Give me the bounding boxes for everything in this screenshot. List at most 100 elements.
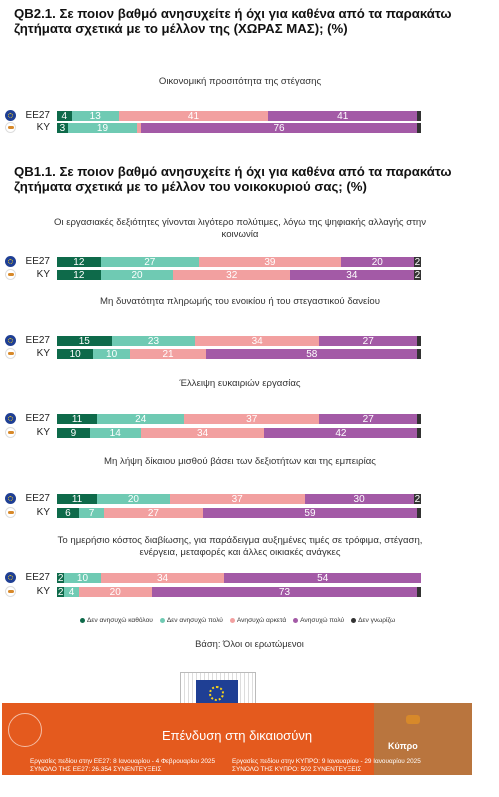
bar-segment: 2	[57, 587, 65, 597]
bar-segment	[417, 349, 421, 359]
bar-segment: 34	[195, 336, 320, 346]
bar-segment: 14	[89, 428, 141, 438]
row-code: EE27	[25, 413, 50, 424]
bar-segment: 37	[184, 414, 320, 424]
footer-note-eu-line1: Εργασίες πεδίου στην ΕΕ27: 8 Ιανουαρίου …	[30, 758, 216, 765]
row-code: KY	[36, 507, 50, 518]
bar-segment: 20	[340, 257, 414, 267]
bar-segment	[417, 123, 421, 133]
footer-note-cy-line1: Εργασίες πεδίου στην ΚΥΠΡΟ: 9 Ιανουαρίου…	[232, 758, 421, 765]
bar-segment: 13	[71, 111, 119, 121]
legend-item: Δεν ανησυχώ πολύ	[159, 617, 223, 624]
bar-segment: 27	[319, 336, 418, 346]
cyprus-flag-icon	[5, 269, 16, 280]
cyprus-map-icon	[406, 715, 420, 724]
bar-segment	[417, 587, 421, 597]
bar-segment: 4	[57, 111, 72, 121]
bar-segment: 32	[173, 270, 290, 280]
bar-segment: 30	[304, 494, 414, 504]
stacked-bar: 9 14 34 42	[57, 428, 421, 438]
eu-flag-icon	[5, 493, 16, 504]
eu-stars-icon	[209, 686, 224, 701]
bar-segment: 24	[97, 414, 185, 424]
row-code: KY	[36, 269, 50, 280]
bar-segment: 20	[78, 587, 152, 597]
bar-segment: 76	[140, 123, 418, 133]
bar-segment: 10	[93, 349, 130, 359]
legend-label: Δεν ανησυχώ καθόλου	[87, 617, 153, 624]
item-label: Μη λήψη δίκαιου μισθού βάσει των δεξιοτή…	[104, 456, 376, 467]
bar-segment	[417, 428, 421, 438]
justice-scale-icon	[8, 713, 42, 747]
footer-note-eu-line2: ΣΥΝΟΛΟ ΤΗΣ ΕΕ27: 26.354 ΣΥΝΕΝΤΕΥΞΕΙΣ	[30, 766, 162, 773]
legend-label: Δεν ανησυχώ πολύ	[166, 617, 223, 624]
cyprus-flag-icon	[5, 586, 16, 597]
bar-segment: 27	[319, 414, 418, 424]
row-code: KY	[36, 586, 50, 597]
row-code: EE27	[25, 110, 50, 121]
item-label: Οι εργασιακές δεξιότητες γίνονται λιγότε…	[53, 217, 427, 240]
bar-segment	[417, 336, 421, 346]
legend-swatch	[293, 617, 299, 623]
bar-segment: 73	[151, 587, 418, 597]
bar-segment: 19	[67, 123, 138, 133]
bar-segment: 3	[57, 123, 68, 133]
stacked-bar: 4 13 41 41	[57, 111, 421, 121]
bar-segment: 2	[413, 494, 421, 504]
bar-segment	[417, 508, 421, 518]
stacked-bar: 11 24 37 27	[57, 414, 421, 424]
item-label: Οικονομική προσιτότητα της στέγασης	[158, 76, 322, 87]
bar-segment: 9	[57, 428, 90, 438]
legend-swatch	[159, 617, 165, 623]
cyprus-flag-icon	[5, 427, 16, 438]
bar-segment: 11	[57, 494, 98, 504]
bar-segment: 12	[57, 270, 101, 280]
footer-country-label: Κύπρο	[388, 741, 418, 751]
legend-item: Δεν ανησυχώ καθόλου	[80, 617, 153, 624]
bar-segment: 23	[111, 336, 196, 346]
stacked-bar: 12 20 32 34 2	[57, 270, 421, 280]
bar-segment: 39	[198, 257, 341, 267]
bar-segment: 37	[169, 494, 305, 504]
eu-flag-icon	[5, 335, 16, 346]
row-code: KY	[36, 348, 50, 359]
bar-segment: 20	[97, 494, 170, 504]
bar-segment: 34	[140, 428, 265, 438]
footer-banner: Επένδυση στη δικαιοσύνη Εργασίες πεδίου …	[2, 703, 472, 775]
bar-segment: 2	[413, 257, 421, 267]
legend-swatch	[351, 617, 357, 623]
legend-item: Ανησυχώ πολύ	[293, 617, 344, 624]
bar-segment: 58	[206, 349, 418, 359]
footer-note-eu: Εργασίες πεδίου στην ΕΕ27: 8 Ιανουαρίου …	[30, 758, 215, 774]
eu-flag-icon	[5, 110, 16, 121]
stacked-bar: 3 19 76	[57, 123, 421, 133]
footer-title: Επένδυση στη δικαιοσύνη	[161, 728, 313, 743]
row-code: KY	[36, 122, 50, 133]
bar-segment: 41	[268, 111, 418, 121]
legend-label: Ανησυχώ πολύ	[300, 617, 345, 624]
stacked-bar: 12 27 39 20 2	[57, 257, 421, 267]
bar-segment	[417, 111, 421, 121]
bar-segment	[137, 123, 141, 133]
bar-segment: 27	[100, 257, 199, 267]
bar-segment: 2	[413, 270, 421, 280]
legend-label: Ανησυχώ αρκετά	[236, 617, 287, 624]
item-label: Μη δυνατότητα πληρωμής του ενοικίου ή το…	[99, 296, 381, 307]
legend-label: Δεν γνωρίζω	[358, 617, 396, 624]
row-code: EE27	[25, 256, 50, 267]
bar-segment: 21	[129, 349, 207, 359]
bar-segment: 10	[57, 349, 94, 359]
eu-flag-logo	[196, 680, 238, 707]
row-code: EE27	[25, 335, 50, 346]
footer-photo	[374, 703, 472, 775]
row-code: KY	[36, 427, 50, 438]
question-1-title: QB2.1. Σε ποιον βαθμό ανησυχείτε ή όχι γ…	[14, 6, 452, 36]
item-label: Το ημερήσιο κόστος διαβίωσης, για παράδε…	[57, 535, 423, 558]
bar-segment: 34	[100, 573, 225, 583]
stacked-bar: 2 4 20 73	[57, 587, 421, 597]
stacked-bar: 15 23 34 27	[57, 336, 421, 346]
bar-segment: 41	[118, 111, 269, 121]
eu-flag-icon	[5, 572, 16, 583]
footer-note-cy: Εργασίες πεδίου στην ΚΥΠΡΟ: 9 Ιανουαρίου…	[232, 758, 421, 774]
bar-segment: 12	[57, 257, 101, 267]
